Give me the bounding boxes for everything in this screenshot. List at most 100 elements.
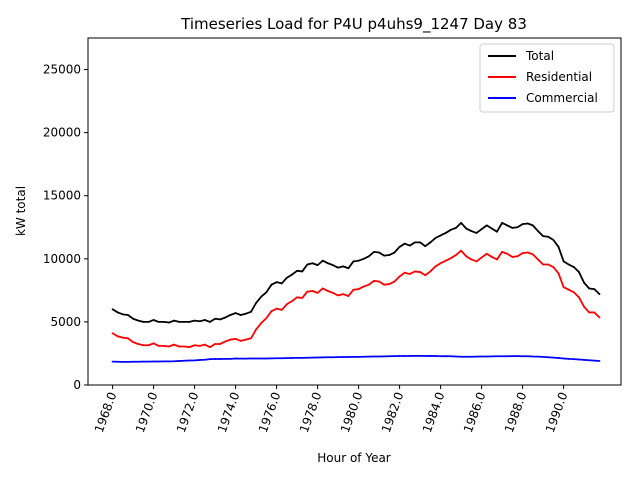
data-point-commercial bbox=[291, 357, 293, 359]
data-point-total bbox=[593, 288, 596, 291]
data-point-commercial bbox=[152, 360, 155, 363]
x-tick-label: 1976.0 bbox=[256, 390, 284, 434]
data-point-total bbox=[291, 273, 293, 276]
data-point-residential bbox=[239, 339, 242, 342]
data-point-residential bbox=[193, 344, 196, 347]
data-point-total bbox=[357, 259, 360, 262]
data-point-commercial bbox=[531, 355, 534, 358]
data-point-residential bbox=[362, 285, 365, 288]
data-point-total bbox=[214, 317, 217, 320]
data-point-residential bbox=[439, 262, 442, 265]
data-point-residential bbox=[475, 260, 478, 263]
data-point-total bbox=[588, 287, 591, 290]
data-point-residential bbox=[285, 303, 288, 306]
y-axis: 0 5000 10000 15000 20000 25000 bbox=[43, 63, 88, 392]
chart-title: Timeseries Load for P4U p4uhs9_1247 Day … bbox=[180, 15, 527, 34]
y-tick-label: 10000 bbox=[43, 252, 81, 266]
x-axis-label: Hour of Year bbox=[317, 451, 391, 465]
data-point-residential bbox=[593, 311, 596, 314]
data-point-commercial bbox=[137, 360, 140, 363]
data-point-residential bbox=[485, 252, 488, 255]
data-point-commercial bbox=[352, 355, 355, 358]
data-point-residential bbox=[147, 344, 150, 347]
data-point-residential bbox=[301, 297, 304, 299]
data-point-residential bbox=[542, 263, 544, 266]
data-point-commercial bbox=[121, 361, 124, 363]
data-point-residential bbox=[373, 280, 375, 282]
data-point-residential bbox=[480, 256, 483, 259]
data-point-total bbox=[506, 224, 509, 227]
data-point-residential bbox=[198, 344, 201, 347]
data-point-total bbox=[275, 281, 278, 284]
data-point-total bbox=[178, 321, 181, 323]
y-tick-label: 20000 bbox=[43, 126, 81, 140]
data-point-residential bbox=[588, 311, 591, 314]
data-point-total bbox=[337, 266, 339, 269]
data-point-commercial bbox=[244, 357, 247, 360]
data-point-residential bbox=[367, 283, 370, 286]
chart-legend: Total Residential Commercial bbox=[479, 43, 615, 113]
data-point-total bbox=[116, 311, 119, 314]
data-point-residential bbox=[157, 344, 160, 347]
y-tick-label: 25000 bbox=[43, 63, 81, 77]
x-tick-label: 1984.0 bbox=[420, 390, 448, 434]
legend-label-total: Total bbox=[525, 49, 554, 63]
legend-box bbox=[479, 43, 615, 113]
data-point-total bbox=[496, 230, 498, 233]
data-point-residential bbox=[311, 290, 314, 292]
data-point-residential bbox=[537, 258, 539, 261]
data-point-residential bbox=[552, 266, 555, 268]
data-point-total bbox=[598, 293, 601, 296]
data-point-total bbox=[414, 241, 416, 244]
data-point-total bbox=[542, 235, 544, 238]
data-point-commercial bbox=[552, 356, 555, 359]
data-point-total bbox=[470, 230, 473, 232]
data-point-total bbox=[460, 221, 462, 224]
data-point-total bbox=[562, 260, 565, 263]
data-point-commercial bbox=[408, 355, 411, 357]
data-point-total bbox=[393, 251, 396, 254]
data-point-total bbox=[347, 267, 350, 270]
data-point-residential bbox=[393, 280, 396, 283]
data-point-residential bbox=[378, 280, 380, 283]
data-point-commercial bbox=[280, 357, 283, 360]
data-point-total bbox=[173, 319, 176, 322]
x-tick-label: 1974.0 bbox=[215, 390, 243, 434]
data-point-residential bbox=[121, 336, 124, 339]
x-tick-label: 1970.0 bbox=[133, 390, 161, 434]
data-point-residential bbox=[398, 275, 401, 278]
data-point-commercial bbox=[567, 357, 570, 360]
data-point-residential bbox=[449, 257, 452, 260]
data-point-residential bbox=[244, 338, 247, 341]
data-point-commercial bbox=[383, 355, 386, 358]
data-point-residential bbox=[383, 283, 386, 286]
data-point-total bbox=[280, 282, 283, 285]
data-point-total bbox=[490, 227, 493, 230]
data-point-total bbox=[239, 314, 242, 316]
data-point-commercial bbox=[270, 357, 273, 360]
x-tick-label: 1980.0 bbox=[338, 390, 366, 434]
data-point-residential bbox=[562, 286, 565, 289]
data-point-total bbox=[516, 226, 519, 229]
data-point-total bbox=[270, 283, 273, 286]
data-point-commercial bbox=[301, 356, 304, 359]
data-point-total bbox=[475, 232, 478, 234]
data-point-residential bbox=[414, 270, 416, 273]
y-tick-label: 15000 bbox=[43, 189, 81, 203]
data-point-residential bbox=[224, 340, 227, 343]
data-point-commercial bbox=[142, 360, 145, 363]
data-point-commercial bbox=[537, 355, 539, 358]
data-point-commercial bbox=[470, 355, 473, 358]
data-point-residential bbox=[429, 270, 432, 273]
data-point-total bbox=[209, 321, 211, 323]
data-point-total bbox=[121, 313, 124, 316]
data-point-residential bbox=[357, 288, 360, 291]
data-point-commercial bbox=[224, 357, 227, 360]
data-point-residential bbox=[255, 328, 257, 331]
x-tick-label: 1978.0 bbox=[297, 390, 325, 434]
data-point-commercial bbox=[455, 355, 457, 358]
data-point-residential bbox=[496, 258, 498, 261]
data-point-commercial bbox=[296, 356, 298, 359]
data-point-total bbox=[444, 232, 447, 234]
data-point-commercial bbox=[496, 355, 498, 358]
